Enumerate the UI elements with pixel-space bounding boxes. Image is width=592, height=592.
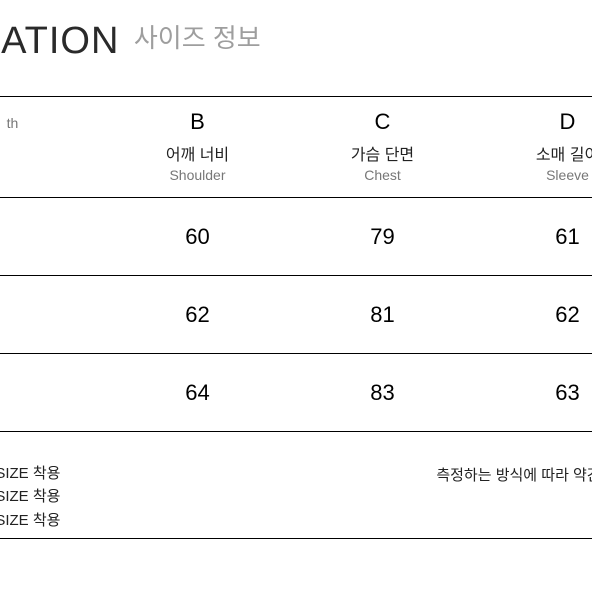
cell [0,198,105,276]
col-kr: 소매 길이 [479,141,592,165]
col-letter: C [294,109,471,135]
col-header-3: D 소매 길이 Sleeve [475,97,592,198]
size-table: th B 어깨 너비 Shoulder C 가슴 단면 Chest D 소매 길… [0,96,592,432]
model-fit-notes: ı / 69kg L SIZE 착용 ı / 68kg L SIZE 착용 ı … [0,462,60,532]
measurement-disclaimer: 측정하는 방식에 따라 약간의 오차는 [436,464,592,485]
col-en: Sleeve [479,167,592,183]
cell: 60 [105,198,290,276]
table-row: 64 83 63 [0,354,592,432]
table-row: 62 81 62 [0,276,592,354]
size-table-container: th B 어깨 너비 Shoulder C 가슴 단면 Chest D 소매 길… [0,96,592,432]
cell [0,276,105,354]
cell [0,354,105,432]
fit-note-line: ı / 69kg L SIZE 착용 [0,462,60,485]
fit-note-line: ı / 67kg L SIZE 착용 [0,509,60,532]
cell: 62 [475,276,592,354]
col-header-2: C 가슴 단면 Chest [290,97,475,198]
col-letter: D [479,109,592,135]
cell: 79 [290,198,475,276]
cell: 63 [475,354,592,432]
col-en: th [0,115,101,131]
col-letter: B [109,109,286,135]
page-title: RMATION 사이즈 정보 [0,18,261,63]
col-kr: 가슴 단면 [294,141,471,165]
title-kr: 사이즈 정보 [134,18,261,55]
col-header-1: B 어깨 너비 Shoulder [105,97,290,198]
title-en: RMATION [0,20,119,63]
table-row: 60 79 61 [0,198,592,276]
col-en: Chest [294,167,471,183]
fit-note-line: ı / 68kg L SIZE 착용 [0,485,60,508]
cell: 83 [290,354,475,432]
cell: 62 [105,276,290,354]
col-en: Shoulder [109,167,286,183]
cell: 81 [290,276,475,354]
cell: 61 [475,198,592,276]
footer-notes: ı / 69kg L SIZE 착용 ı / 68kg L SIZE 착용 ı … [0,456,592,539]
col-header-0: th [0,97,105,198]
cell: 64 [105,354,290,432]
table-header-row: th B 어깨 너비 Shoulder C 가슴 단면 Chest D 소매 길… [0,97,592,198]
col-kr: 어깨 너비 [109,141,286,165]
